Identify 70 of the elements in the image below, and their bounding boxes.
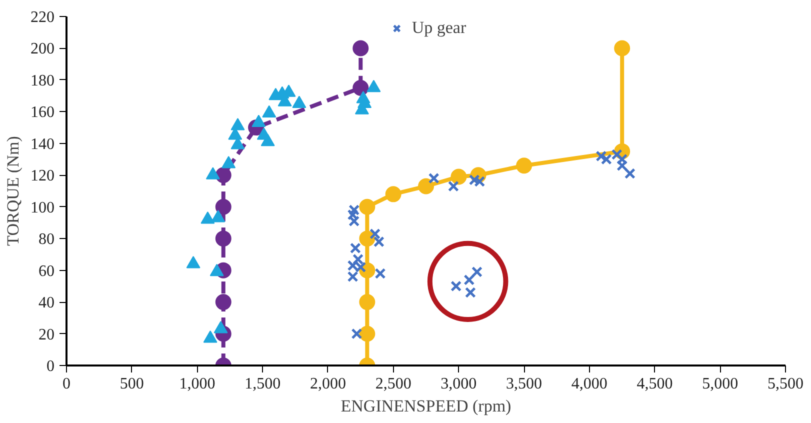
point — [624, 168, 636, 180]
x-axis-title: ENGINENSPEED (rpm) — [340, 396, 512, 416]
y-tick-label: 20 — [38, 326, 54, 344]
y-tick-label: 100 — [30, 199, 54, 216]
point — [614, 40, 630, 56]
point — [464, 274, 475, 286]
point — [348, 204, 360, 216]
point — [359, 294, 376, 310]
point — [373, 236, 384, 248]
point — [222, 156, 236, 168]
point — [359, 230, 376, 247]
point — [359, 198, 376, 215]
y-tick-label: 60 — [38, 262, 54, 280]
y-tick-label: 200 — [30, 40, 54, 58]
point — [351, 328, 362, 340]
y-axis-title: TORQUE (Nm) — [4, 136, 22, 246]
point — [206, 167, 220, 180]
point — [450, 280, 462, 292]
point — [516, 158, 532, 174]
point — [370, 228, 381, 240]
point — [262, 105, 276, 118]
x-tick-label: 5,000 — [702, 376, 738, 392]
point — [252, 114, 266, 128]
point — [350, 242, 361, 254]
point — [215, 198, 232, 215]
y-tick-label: 80 — [38, 231, 54, 248]
point — [352, 254, 364, 265]
point — [260, 134, 275, 146]
point — [215, 294, 232, 310]
x-tick-label: 500 — [120, 376, 144, 392]
point — [596, 150, 607, 162]
point — [385, 186, 402, 202]
x-tick-label: 3,000 — [440, 376, 477, 392]
point — [471, 266, 482, 278]
point — [450, 168, 467, 185]
y-tick-label: 120 — [30, 168, 54, 185]
point — [418, 178, 434, 194]
point — [428, 172, 440, 184]
x-tick-label: 1,500 — [244, 376, 281, 392]
point — [215, 230, 232, 247]
point — [347, 209, 358, 220]
point — [292, 96, 306, 108]
x-tick-label: 5,500 — [768, 376, 804, 392]
point — [347, 271, 358, 282]
x-tick-label: 0 — [62, 376, 70, 392]
y-tick-label: 180 — [30, 72, 54, 90]
point — [348, 216, 360, 227]
y-tick-label: 220 — [30, 9, 54, 26]
x-tick-label: 3,500 — [506, 376, 542, 392]
point — [616, 154, 628, 165]
y-tick-label: 140 — [30, 136, 54, 153]
point — [616, 160, 628, 172]
point — [359, 326, 376, 342]
x-tick-label: 1,000 — [179, 376, 216, 392]
point — [366, 80, 381, 92]
y-tick-label: 160 — [30, 104, 54, 122]
point — [600, 154, 612, 165]
legend-label: Up gear — [412, 18, 466, 38]
point — [448, 180, 459, 192]
point — [352, 80, 369, 96]
x-tick-label: 4,500 — [636, 376, 673, 392]
y-tick-label: 40 — [38, 294, 54, 312]
point — [464, 287, 476, 298]
x-tick-label: 4,000 — [571, 376, 608, 392]
point — [230, 118, 245, 130]
point — [352, 40, 369, 56]
y-tick-label: 0 — [46, 358, 54, 375]
point — [374, 268, 386, 279]
x-tick-label: 2,500 — [375, 376, 412, 392]
x-tick-label: 2,000 — [310, 376, 346, 392]
